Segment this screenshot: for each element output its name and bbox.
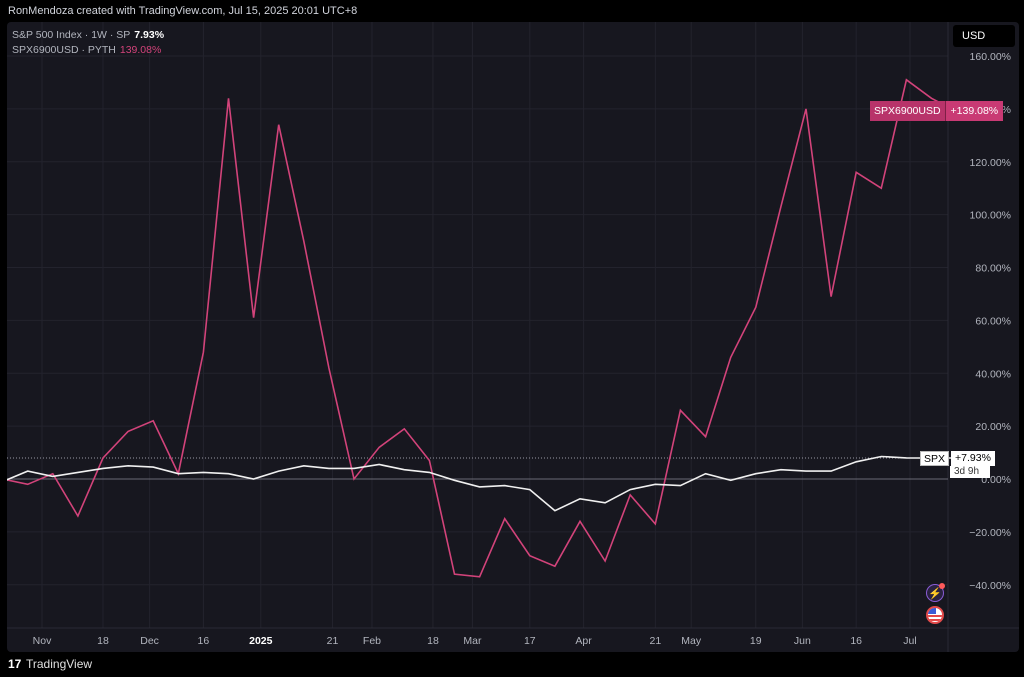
tradingview-logo[interactable]: 17 (8, 657, 22, 671)
x-tick-label: Dec (140, 635, 159, 647)
line-chart[interactable]: 160.00%140.00%120.00%100.00%80.00%60.00%… (7, 22, 1019, 652)
spx-badge-name: SPX (920, 451, 950, 466)
spx-price-badge: SPX +7.93% 3d 9h (920, 451, 995, 478)
y-tick-label: 20.00% (975, 421, 1011, 433)
legend-spx-label: S&P 500 Index · 1W · SP (12, 29, 131, 41)
x-tick-label: May (681, 635, 702, 647)
flag-canton (928, 608, 936, 614)
legend-spx6900-label: SPX6900USD · PYTH (12, 44, 116, 56)
flag-stripe (928, 615, 942, 617)
y-tick-label: 160.00% (970, 51, 1011, 63)
currency-button[interactable]: USD (953, 25, 1015, 47)
x-tick-label: Apr (575, 635, 592, 647)
legend: S&P 500 Index · 1W · SP 7.93% SPX6900USD … (12, 28, 164, 58)
series-line-spx (7, 455, 957, 512)
x-tick-label: 17 (524, 635, 536, 647)
x-tick-label: Jun (794, 635, 811, 647)
x-tick-label: 18 (427, 635, 439, 647)
bar-countdown: 3d 9h (950, 466, 990, 478)
spx6900-badge-value: +139.08% (945, 101, 1004, 121)
legend-spx6900-value: 139.08% (119, 44, 162, 56)
y-tick-label: 120.00% (970, 157, 1011, 169)
x-tick-label: Feb (363, 635, 381, 647)
spx6900-badge-name: SPX6900USD (870, 101, 946, 121)
us-flag-icon[interactable] (926, 606, 944, 624)
y-tick-label: 80.00% (975, 263, 1011, 275)
legend-spx-value: 7.93% (134, 29, 165, 41)
flag-stripe (928, 619, 942, 621)
x-tick-label: 2025 (249, 635, 273, 647)
series-line-spx6900usd (7, 78, 957, 578)
notification-dot (939, 583, 945, 589)
y-tick-label: 60.00% (975, 315, 1011, 327)
footer-brand: TradingView (26, 657, 93, 671)
y-tick-label: 40.00% (975, 368, 1011, 380)
x-tick-label: 19 (750, 635, 762, 647)
y-tick-label: −40.00% (969, 580, 1011, 592)
x-tick-label: 21 (327, 635, 339, 647)
lightning-icon[interactable]: ⚡ (926, 583, 945, 602)
chart-frame: 160.00%140.00%120.00%100.00%80.00%60.00%… (7, 22, 1019, 652)
x-tick-label: Nov (33, 635, 52, 647)
spx6900-price-badge: SPX6900USD +139.08% (870, 101, 1004, 121)
chart-credit: RonMendoza created with TradingView.com,… (0, 0, 1024, 22)
x-tick-label: 16 (850, 635, 862, 647)
y-tick-label: 100.00% (970, 210, 1011, 222)
legend-spx6900[interactable]: SPX6900USD · PYTH 139.08% (12, 43, 164, 58)
x-tick-label: 18 (97, 635, 109, 647)
x-tick-label: Mar (463, 635, 482, 647)
x-tick-label: Jul (903, 635, 916, 647)
legend-spx[interactable]: S&P 500 Index · 1W · SP 7.93% (12, 28, 164, 43)
footer: 17 TradingView (0, 652, 1024, 677)
spx-badge-value: +7.93% (951, 451, 995, 466)
x-tick-label: 21 (649, 635, 661, 647)
x-tick-label: 16 (198, 635, 210, 647)
y-tick-label: −20.00% (969, 527, 1011, 539)
